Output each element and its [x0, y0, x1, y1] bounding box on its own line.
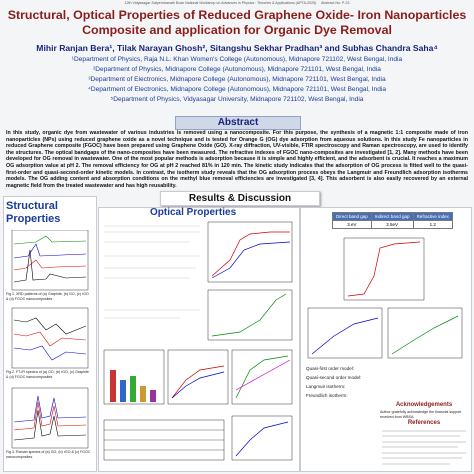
- model-label: Freundlich isotherm:: [306, 393, 348, 398]
- model-list: Quasi-first order model: Quasi-second or…: [306, 364, 361, 400]
- figure-caption: Fig.2. FT-IR spectra of (a) GO, (b) rGO,…: [6, 370, 89, 379]
- affiliation: ⁵Department of Physics, Vidyasagar Unive…: [110, 96, 364, 103]
- ack-text: Author gratefully acknowledge the financ…: [380, 410, 462, 419]
- ack-heading: Acknowledgements: [395, 402, 453, 408]
- kinetics-figure: [167, 349, 229, 405]
- figure-caption: Fig.3. Raman spectra of (a) GO, (b) rGO …: [6, 450, 91, 459]
- conference-name: 12th Vidyasagar-Satyendranath Bose Natio…: [124, 1, 317, 5]
- structural-figures: [11, 230, 89, 449]
- section-title: Structural Properties: [6, 200, 61, 225]
- xrd-figure: [11, 230, 89, 291]
- model-label: Quasi-first order model:: [306, 366, 354, 371]
- affiliation: ¹Department of Physics, Raja N.L. Khan W…: [71, 56, 403, 63]
- header-cell: Direct band gap: [332, 212, 372, 221]
- conference: 12th Vidyasagar-Satyendranath Bose Natio…: [0, 1, 474, 5]
- header-cell: Indirect band gap: [370, 212, 414, 221]
- ftir-figure: [11, 307, 89, 369]
- ref-heading: References: [407, 420, 441, 426]
- affiliation: ²Department of Physics, Midnapore Colleg…: [93, 66, 381, 73]
- authors: Mihir Ranjan Bera¹, Tilak Narayan Ghosh²…: [36, 43, 438, 53]
- abstract-text: In this study, organic dye from wastewat…: [6, 130, 468, 189]
- right-figures: [307, 237, 463, 359]
- table-row: 3.eV 2.5eV 1.2: [332, 220, 453, 229]
- bandgap-table: Direct band gap Indirect band gap Refrac…: [332, 212, 453, 229]
- model-label: Quasi-second order model:: [306, 375, 362, 380]
- abstract-heading: Abstract: [175, 116, 301, 130]
- affiliation: ⁴Department of Electronics, Midnapore Co…: [87, 86, 386, 93]
- isotherm-figure: [231, 349, 293, 405]
- section-heading: Results & Discussion: [160, 191, 320, 206]
- table-header: Direct band gap Indirect band gap Refrac…: [332, 212, 453, 221]
- header-cell: Refractive index: [412, 212, 453, 221]
- model-label: Langmuir isotherm:: [306, 384, 346, 389]
- cell: 3.eV: [332, 220, 372, 229]
- uv-figure: [207, 221, 293, 283]
- affiliation: ³Department of Electronics, Midnapore Co…: [88, 76, 386, 83]
- section-title: Optical Properties: [150, 207, 237, 218]
- figure-caption: Fig.1. XRD patterns of (a) Graphite, (b)…: [6, 292, 89, 301]
- cell: 1.2: [412, 220, 453, 229]
- reference-lines: [382, 430, 466, 465]
- raman-figure: [11, 387, 89, 449]
- title: Structural, Optical Properties of Reduce…: [7, 8, 467, 37]
- optical-figures: [103, 221, 293, 461]
- abstract-no: Abstract No: P-23: [321, 1, 350, 5]
- bar-figure: [103, 349, 165, 405]
- table-figure: [103, 415, 293, 461]
- tauc-figure: [207, 289, 293, 341]
- cell: 2.5eV: [370, 220, 414, 229]
- text-lines: [104, 225, 200, 319]
